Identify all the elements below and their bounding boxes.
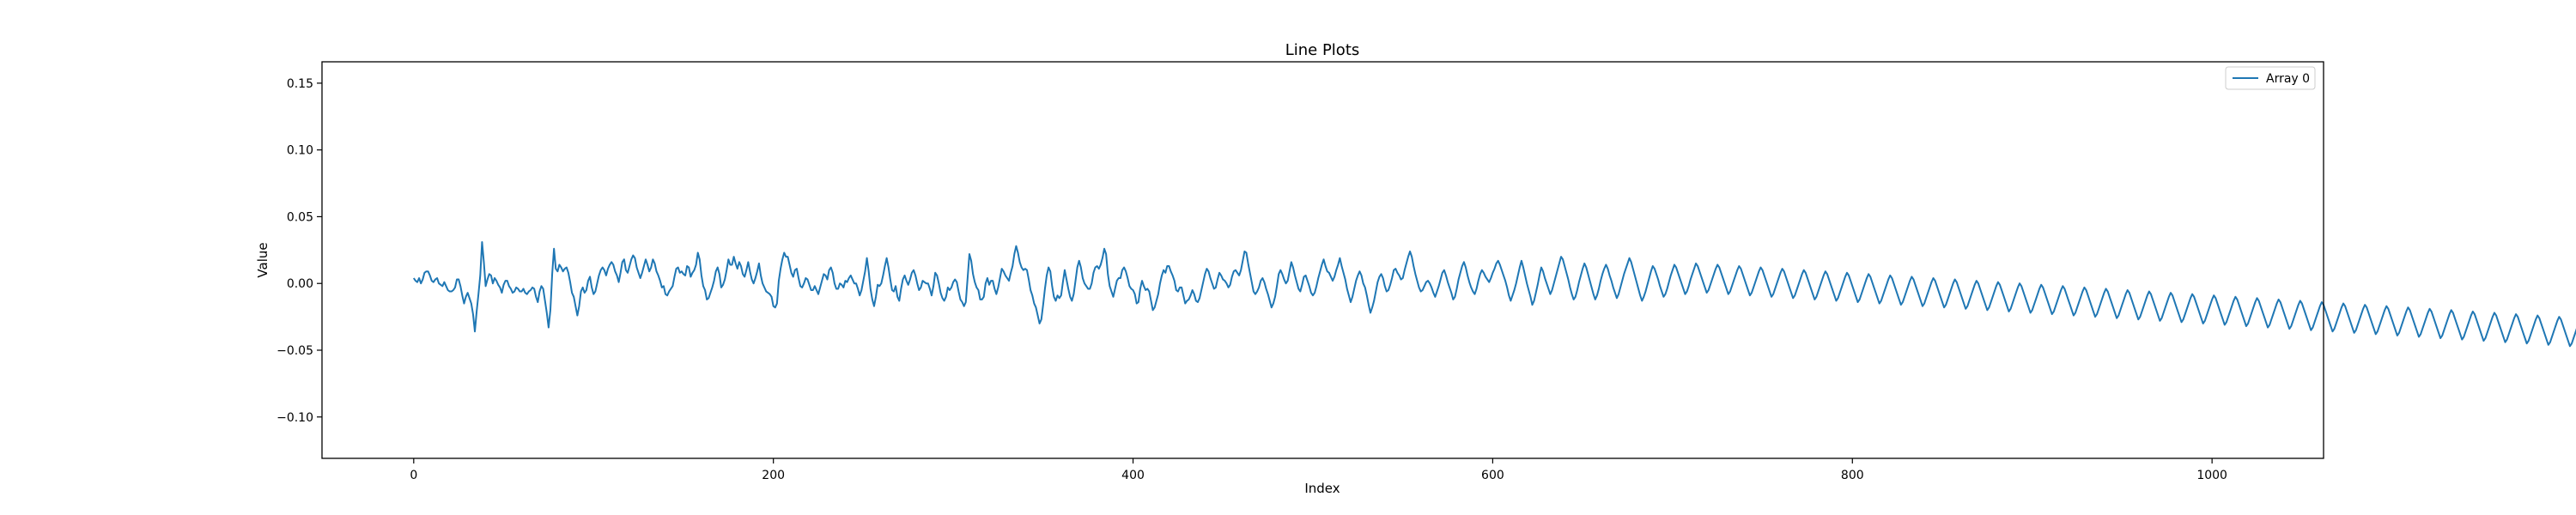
y-tick-label: −0.10 — [276, 411, 313, 425]
y-tick-label: 0.15 — [287, 77, 313, 91]
legend-frame — [2225, 66, 2316, 90]
y-tick-label: 0.10 — [287, 144, 313, 158]
legend-label-array-0: Array 0 — [2266, 72, 2310, 86]
chart-title: Line Plots — [1285, 41, 1360, 59]
y-tick-label: 0.00 — [287, 277, 313, 291]
series-layer — [412, 241, 2576, 348]
x-tick-label: 1000 — [2196, 469, 2227, 482]
x-tick-label: 0 — [410, 469, 417, 482]
y-axis: −0.10 −0.05 0.00 0.05 0.10 0.15 — [276, 77, 322, 425]
x-tick-label: 600 — [1481, 469, 1504, 482]
y-tick-label: 0.05 — [287, 210, 313, 224]
plot-frame — [321, 61, 2324, 459]
x-tick-label: 200 — [762, 469, 785, 482]
x-axis-label: Index — [1304, 481, 1340, 496]
x-tick-label: 800 — [1841, 469, 1864, 482]
x-axis: 0 200 400 600 800 1000 — [410, 458, 2227, 482]
series-line-0 — [412, 241, 2576, 348]
y-axis-label: Value — [255, 242, 270, 277]
legend: Array 0 — [2225, 66, 2316, 90]
x-tick-label: 400 — [1121, 469, 1145, 482]
plot-area — [321, 61, 2576, 459]
y-tick-label: −0.05 — [276, 344, 313, 358]
